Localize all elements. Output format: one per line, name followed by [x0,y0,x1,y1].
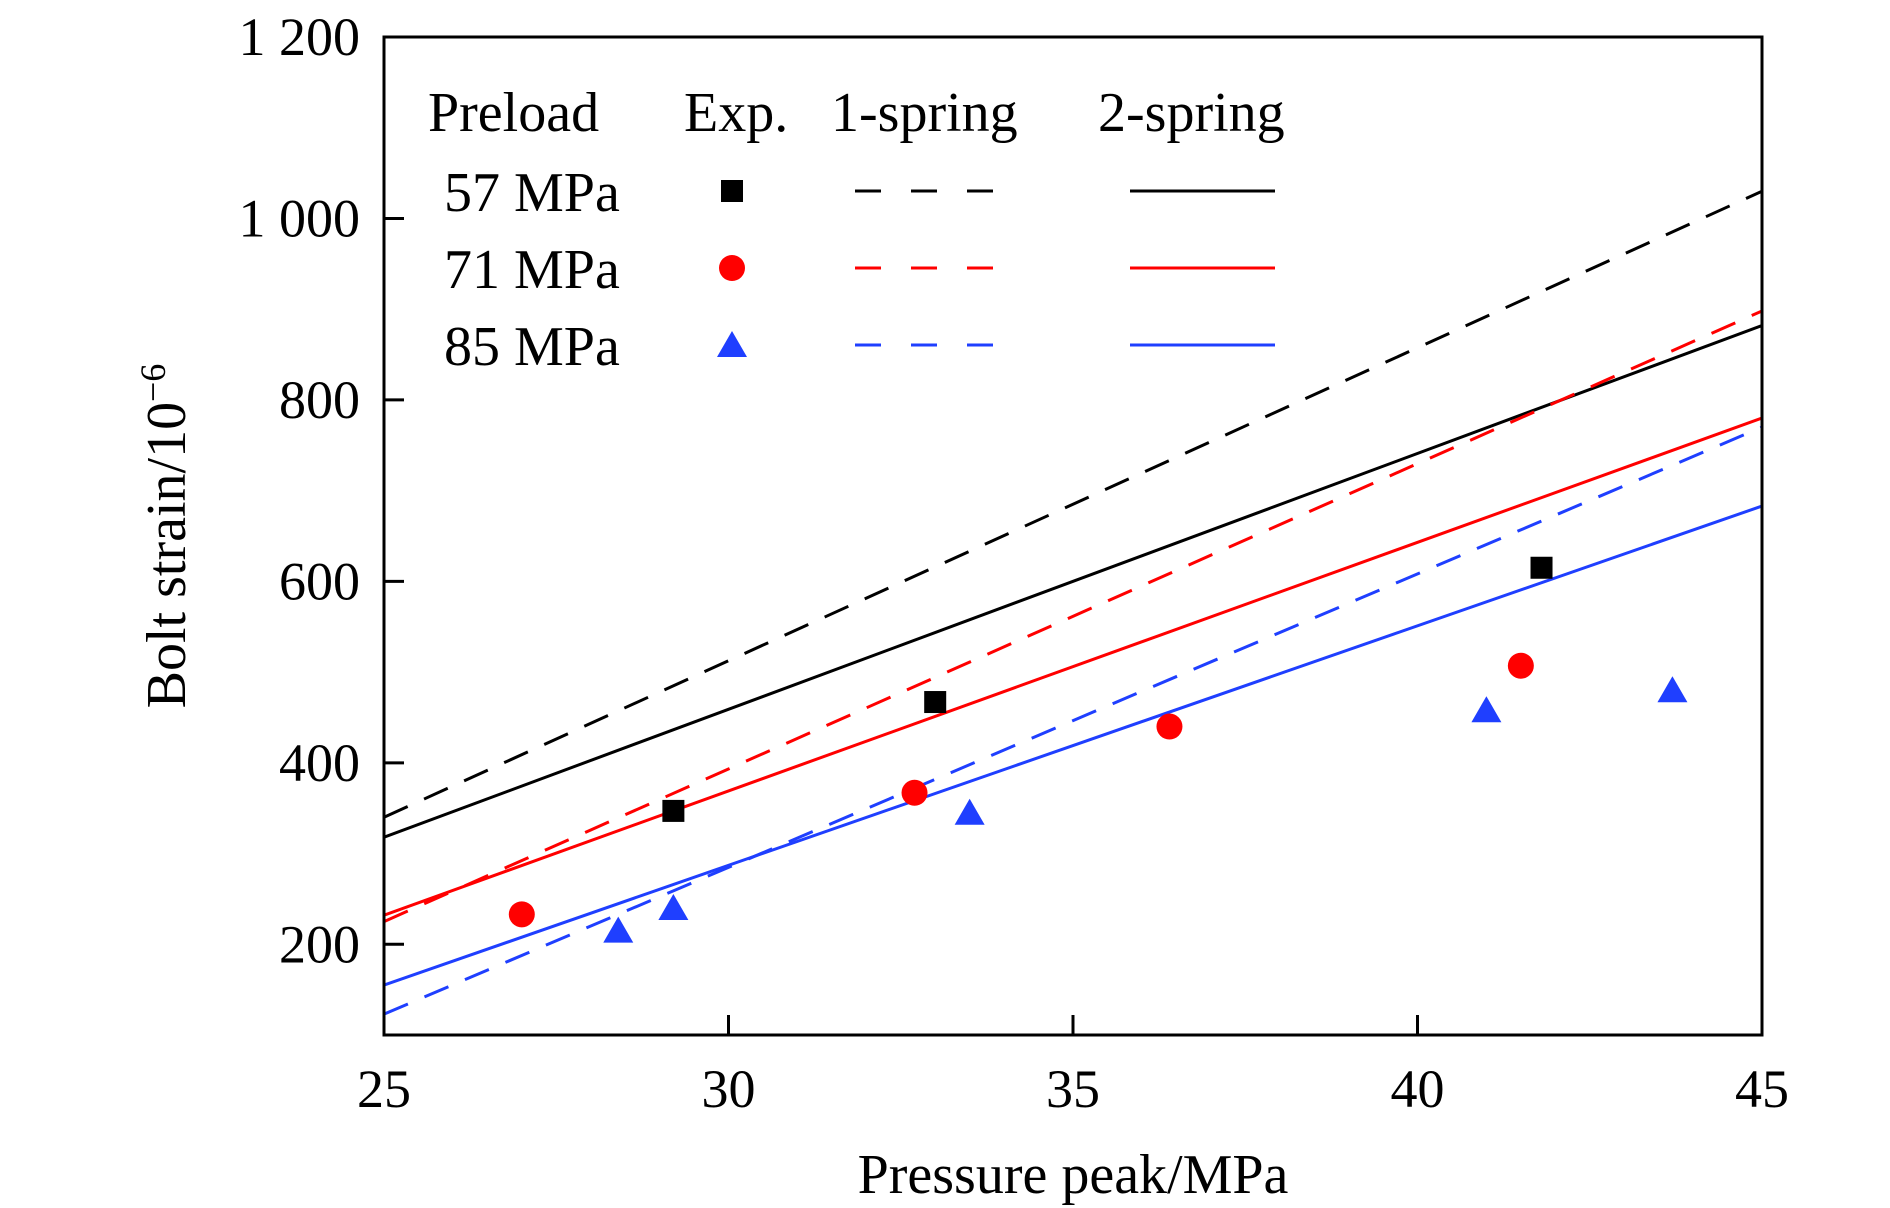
x-axis-title: Pressure peak/MPa [858,1144,1289,1206]
y-axis-title-main: Bolt strain/10 [136,402,198,708]
legend-label-85-mpa: 85 MPa [444,316,620,378]
one-spring-line-71-mpa [384,309,1762,923]
legend-marker-57-mpa [721,180,743,202]
data-point-85-mpa [603,916,634,943]
y-tick-label: 400 [279,733,360,793]
data-point-85-mpa [1471,696,1502,723]
y-tick-label: 600 [279,551,360,611]
data-point-71-mpa [901,779,928,806]
x-tick-label: 30 [702,1059,756,1119]
legend-header-exp: Exp. [684,82,788,144]
axis-ticks: 25 30 35 40 45 200 400 600 800 1 000 1 200 [239,7,1790,1119]
x-tick-label: 25 [357,1059,411,1119]
legend: Preload Exp. 1-spring 2-spring 57 MPa 71 … [428,82,1285,378]
y-axis-title: Bolt strain/10−6 [133,364,198,709]
y-tick-label: 800 [279,370,360,430]
data-point-85-mpa [1657,676,1688,703]
data-point-85-mpa [658,893,689,920]
two-spring-line-71-mpa [384,416,1762,917]
model-lines [384,189,1762,1016]
legend-label-71-mpa: 71 MPa [444,239,620,301]
legend-header-preload: Preload [428,82,599,144]
legend-header-2-spring: 2-spring [1098,82,1285,144]
data-point-57-mpa [1530,556,1553,579]
legend-marker-85-mpa [717,331,747,357]
legend-rows: 57 MPa 71 MPa 85 MPa [444,162,1275,378]
x-tick-label: 40 [1391,1059,1445,1119]
experimental-points [508,556,1688,943]
x-tick-label: 45 [1735,1059,1789,1119]
data-point-57-mpa [924,691,947,714]
data-point-71-mpa [508,901,535,928]
data-point-85-mpa [954,798,985,825]
x-tick-label: 35 [1046,1059,1100,1119]
y-axis-title-exponent: −6 [133,364,173,402]
data-point-71-mpa [1156,713,1183,740]
legend-label-57-mpa: 57 MPa [444,162,620,224]
one-spring-line-85-mpa [384,425,1762,1016]
y-tick-label: 200 [279,914,360,974]
data-point-71-mpa [1507,652,1534,679]
two-spring-line-57-mpa [384,324,1762,839]
legend-marker-71-mpa [719,255,745,281]
data-point-57-mpa [662,799,685,822]
y-tick-label: 1 200 [239,7,361,67]
y-tick-label: 1 000 [239,188,361,248]
legend-header-1-spring: 1-spring [831,82,1018,144]
two-spring-line-85-mpa [384,504,1762,987]
one-spring-line-57-mpa [384,189,1762,819]
